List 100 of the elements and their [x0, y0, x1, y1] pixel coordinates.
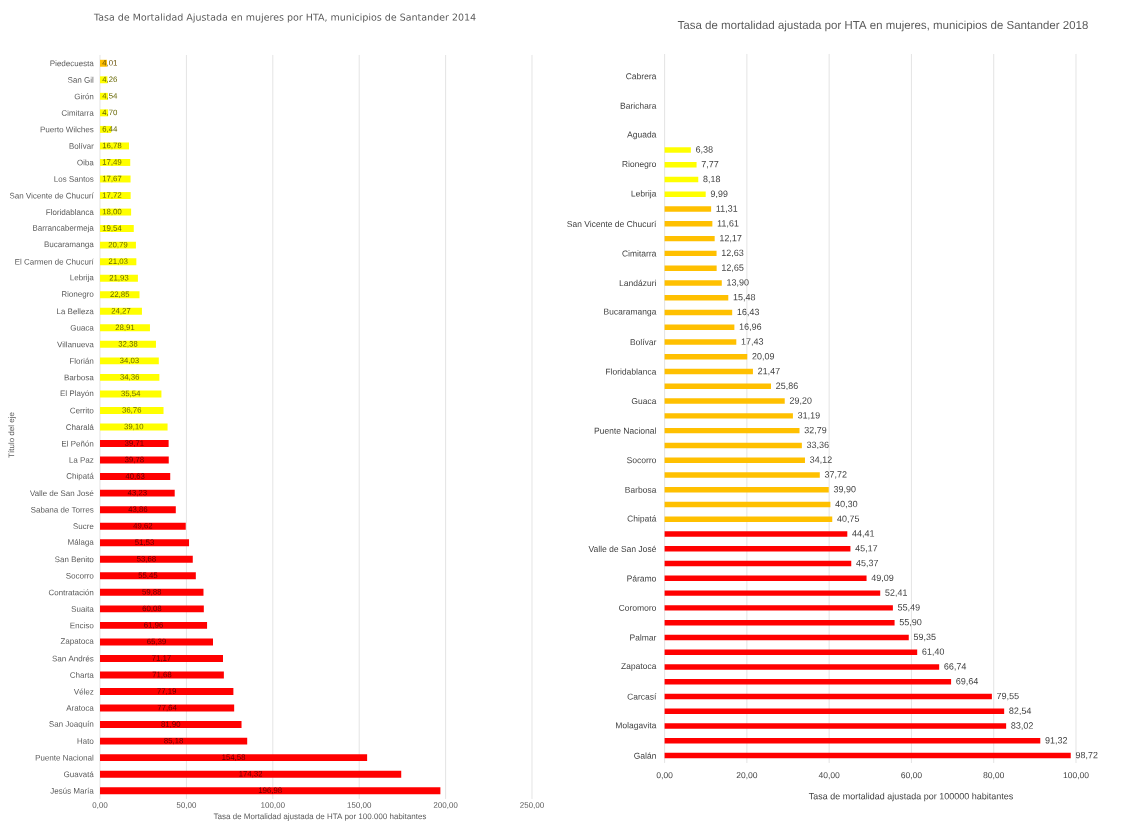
bar: [100, 373, 160, 381]
bar: [664, 427, 800, 434]
data-label: 45,17: [855, 545, 878, 553]
bar: [664, 649, 918, 655]
bar: [664, 486, 829, 493]
y-tick-label: San Vicente de Chucurí: [9, 192, 94, 199]
y-tick-label: Málaga: [68, 538, 94, 547]
bar: [664, 664, 940, 670]
data-label: 34,12: [810, 456, 832, 464]
y-tick-label: Valle de San José: [29, 490, 94, 497]
y-tick-label: Barichara: [620, 102, 657, 109]
bar: [664, 546, 851, 552]
bar: [100, 770, 402, 778]
y-tick-label: Barbosa: [625, 486, 657, 493]
x-tick-label: 50,00: [176, 802, 197, 809]
data-label: 49,09: [871, 574, 894, 583]
bar: [100, 621, 208, 629]
data-label: 17,43: [741, 338, 764, 346]
data-label: 12,65: [722, 264, 744, 272]
data-label: 40,30: [835, 500, 858, 509]
y-tick-label: Vélez: [73, 688, 94, 695]
y-tick-label: Socorro: [627, 457, 657, 464]
bar: [664, 324, 735, 330]
y-tick-label: San Vicente de Chucurí: [567, 220, 657, 228]
bar: [100, 787, 441, 795]
chart-title: Tasa de mortalidad ajustada por HTA en mujeres, municipios de Santander 2018: [677, 20, 1088, 32]
data-label: 52,41: [885, 589, 907, 597]
y-tick-label: Puerto Wilches: [40, 126, 94, 133]
data-label: 66,74: [944, 663, 967, 671]
y-tick-label: Cimitarra: [622, 250, 657, 257]
y-tick-label: Jesús María: [50, 787, 94, 794]
bar: [664, 619, 895, 626]
x-axis-title: Tasa de mortalidad ajustada por 100000 habitantes: [808, 792, 1013, 802]
data-label: 8,18: [703, 175, 721, 184]
data-label: 55,90: [899, 618, 922, 627]
data-label: 31,19: [797, 412, 820, 420]
y-tick-label: Florián: [70, 357, 94, 364]
bar: [664, 457, 805, 463]
y-tick-label: Carcasí: [627, 693, 657, 700]
data-label: 33,36: [806, 441, 829, 450]
y-tick-label: Lebrija: [70, 274, 94, 282]
data-label: 79,55: [997, 692, 1019, 701]
bar: [664, 605, 893, 611]
y-tick-label: Rionegro: [622, 160, 657, 169]
y-tick-label: San Benito: [55, 556, 94, 563]
y-tick-label: Los Santos: [54, 176, 94, 182]
bar: [664, 147, 691, 153]
y-tick-label: Rionegro: [62, 290, 94, 299]
y-tick-label: Barrancabermeja: [33, 224, 94, 233]
data-label: 83,02: [1011, 722, 1033, 730]
data-label: 37,72: [824, 471, 847, 479]
data-label: 12,63: [721, 249, 744, 258]
bar: [100, 688, 234, 695]
bar: [100, 654, 223, 662]
data-label: 32,79: [804, 426, 827, 435]
bar: [664, 442, 802, 449]
y-tick-label: El Carmen de Chucurí: [15, 258, 94, 265]
bar: [664, 472, 820, 478]
bar: [664, 250, 717, 257]
y-tick-label: Floridablanca: [46, 209, 94, 215]
y-tick-label: La Paz: [69, 457, 94, 463]
bar: [100, 489, 175, 497]
y-tick-label: Hato: [77, 738, 94, 744]
bar: [664, 516, 833, 522]
x-axis-title: Tasa de Mortalidad ajustada de HTA por 100.000 habitantes: [213, 813, 427, 821]
bar: [664, 708, 1005, 715]
x-tick-label: 100,00: [1063, 772, 1089, 780]
x-tick-label: 0,00: [656, 772, 673, 780]
y-tick-label: Coromoro: [619, 604, 657, 611]
y-tick-label: Charta: [70, 672, 94, 678]
y-tick-label: San Joaquín: [49, 720, 94, 729]
bar: [664, 265, 717, 271]
x-tick-label: 200,00: [433, 802, 458, 809]
x-tick-label: 80,00: [983, 772, 1005, 780]
data-label: 11,61: [717, 220, 739, 228]
chart-title: Tasa de Mortalidad Ajustada en mujeres por HTA, municipios de Santander 2014: [93, 13, 476, 23]
bar: [100, 357, 159, 365]
data-label: 13,90: [727, 279, 749, 287]
bar: [664, 501, 831, 508]
bar: [664, 339, 737, 345]
data-label: 16,96: [739, 323, 762, 331]
bar: [664, 634, 909, 641]
bar: [100, 539, 190, 547]
bar: [664, 176, 699, 183]
y-tick-label: Socorro: [66, 572, 94, 579]
y-tick-label: Chipatá: [627, 515, 657, 524]
x-tick-label: 20,00: [736, 772, 758, 780]
y-tick-label: Charalá: [66, 424, 94, 430]
data-label: 21,47: [758, 367, 780, 376]
bar: [100, 340, 156, 348]
y-tick-label: Enciso: [70, 622, 94, 629]
bar: [100, 473, 171, 481]
bar: [664, 575, 867, 582]
data-label: 25,86: [776, 382, 798, 391]
data-label: 15,48: [733, 293, 756, 302]
bar: [100, 390, 162, 398]
y-tick-label: La Belleza: [57, 308, 94, 315]
y-tick-label: San Gil: [67, 76, 94, 83]
y-tick-label: Sabana de Torres: [31, 506, 94, 513]
x-tick-label: 150,00: [347, 802, 372, 809]
